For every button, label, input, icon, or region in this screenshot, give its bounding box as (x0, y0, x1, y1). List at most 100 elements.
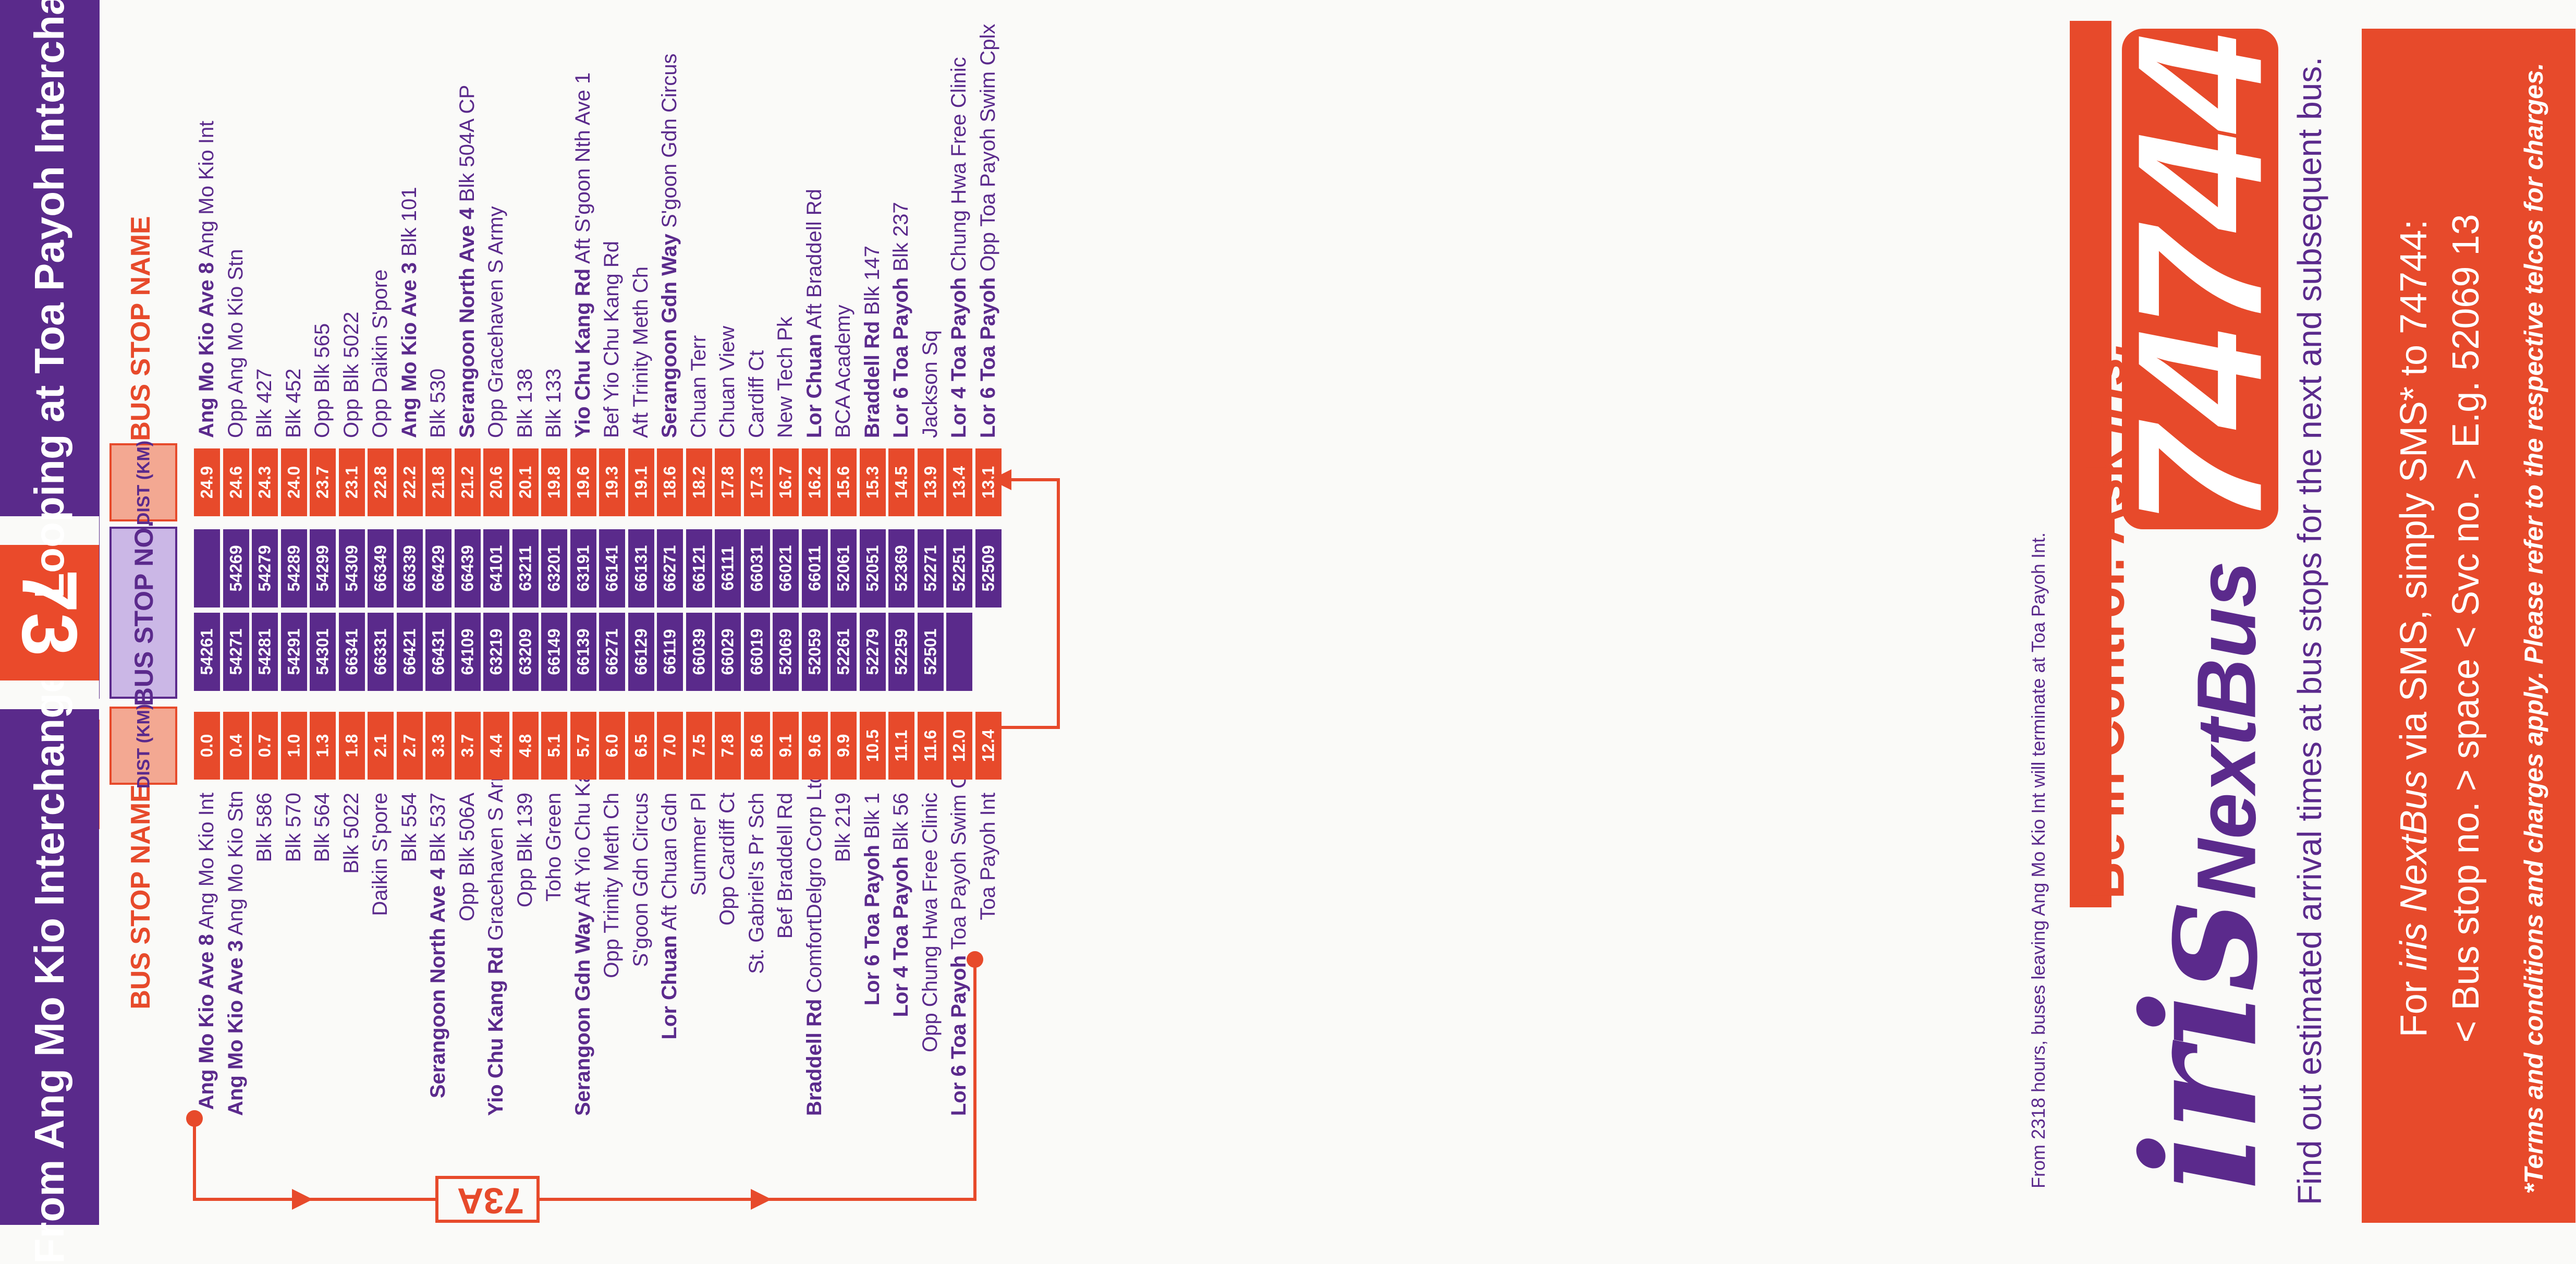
brand-wrap: iris NextBus (2108, 511, 2292, 1220)
left-dist-cell: 12.0 (946, 712, 972, 780)
right-stop-no-cell: 54309 (338, 529, 365, 607)
number-box: 74744 (2101, 29, 2299, 529)
left-dist-cell: 2.1 (368, 712, 394, 780)
left-stop-no-cell: 54271 (223, 613, 249, 691)
left-route-line (193, 959, 976, 1201)
left-dist-cell: 1.8 (338, 712, 365, 780)
loop-connector-arrow (991, 469, 1011, 490)
brand-iris: iris (2108, 902, 2292, 1192)
sms-line1-a: For (2393, 970, 2435, 1038)
right-stop-no-cell: 52271 (917, 529, 944, 607)
left-dist-cell: 4.8 (512, 712, 539, 780)
right-stop-no-cell: 66429 (425, 529, 451, 607)
left-stop-no-cell: 54301 (310, 613, 336, 691)
right-stop-no-cell: 54299 (310, 529, 336, 607)
right-stop-no-cell: 66011 (801, 529, 828, 607)
left-dist-cell: 3.7 (454, 712, 481, 780)
right-stop-no-cell: 52051 (859, 529, 886, 607)
left-stop-no-cell: 66119 (657, 613, 683, 691)
desc-wrap: Find out estimated arrival times at bus … (2289, 47, 2330, 1215)
left-dist-cell: 1.0 (280, 712, 307, 780)
right-stop-no-cell: 66121 (686, 529, 712, 607)
right-stop-no-cell-empty (194, 529, 220, 607)
left-dist-cell: 9.1 (773, 712, 799, 780)
left-route-arrow-2 (751, 1189, 772, 1210)
right-stop-no-cell: 63201 (541, 529, 567, 607)
right-stop-no-cell: 66021 (773, 529, 799, 607)
right-dist-cell: 18.2 (686, 448, 712, 516)
left-stop-no-cell: 52279 (859, 613, 886, 691)
brand-nextbus: NextBus (2179, 561, 2273, 900)
left-stop-no-cell-empty (946, 613, 972, 691)
left-stop-no-cell: 66341 (338, 613, 365, 691)
right-stop-no-cell: 66349 (368, 529, 394, 607)
right-stop-no-cell: 66439 (454, 529, 481, 607)
desc: Find out estimated arrival times at bus … (2291, 56, 2328, 1206)
right-dist-cell: 19.1 (628, 448, 654, 516)
right-dist-cell: 23.1 (338, 448, 365, 516)
layout-root: From Ang Mo Kio Interchange 73 Looping a… (0, 0, 2575, 1225)
left-route-start-dot (186, 1110, 203, 1127)
left-stop-no-cell: 52259 (888, 613, 914, 691)
number-text: 74744 (2101, 32, 2299, 526)
terminate-note-wrap: From 2318 hours, buses leaving Ang Mo Ki… (2023, 501, 2054, 1220)
left-stop-no-cell: 52261 (831, 613, 857, 691)
right-dist-cell: 17.3 (743, 448, 770, 516)
left-dist-cell: 6.5 (628, 712, 654, 780)
left-stop-no-cell: 66039 (686, 613, 712, 691)
left-stop-no-cell: 54281 (252, 613, 278, 691)
service-badge: 73 (0, 545, 99, 680)
right-stop-no-cell: 66141 (599, 529, 625, 607)
right-dist-cell: 15.6 (831, 448, 857, 516)
left-dist-cell: 12.4 (975, 712, 1002, 780)
left-col-dist-head: DIST (KM) (109, 704, 177, 788)
right-stop-no-cell: 66131 (628, 529, 654, 607)
left-stop-no-cell: 66139 (570, 613, 596, 691)
right-dist-cell: 19.6 (570, 448, 596, 516)
right-stop-no-cell: 66031 (743, 529, 770, 607)
left-stop-no-cell: 52501 (917, 613, 944, 691)
right-stop-no-cell: 54269 (223, 529, 249, 607)
left-stop-no-cell: 66019 (743, 613, 770, 691)
right-dist-cell: 23.7 (310, 448, 336, 516)
left-dist-cell: 7.8 (715, 712, 741, 780)
left-dist-cell: 0.7 (252, 712, 278, 780)
left-dist-cell: 3.3 (425, 712, 451, 780)
right-dist-cell: 21.2 (454, 448, 481, 516)
right-stop-no-cell: 52509 (975, 529, 1002, 607)
right-stop-no-cell: 64101 (483, 529, 509, 607)
left-stop-no-cell: 66029 (715, 613, 741, 691)
left-stop-no-cell: 63209 (512, 613, 539, 691)
left-stop-no-cell: 63219 (483, 613, 509, 691)
left-dist-cell: 0.0 (194, 712, 220, 780)
sms-line1-c: via SMS, simply SMS* to 74744: (2393, 219, 2435, 771)
loop-header: Looping at Toa Payoh Interchange (0, 0, 99, 599)
left-stop-no-cell: 64109 (454, 613, 481, 691)
right-dist-cell: 16.7 (773, 448, 799, 516)
sms-line1-b: iris NextBus (2393, 770, 2435, 971)
left-stop-no-cell: 54291 (280, 613, 307, 691)
left-dist-cell: 7.0 (657, 712, 683, 780)
left-dist-cell: 10.5 (859, 712, 886, 780)
left-dist-cell: 4.4 (483, 712, 509, 780)
right-dist-cell: 19.3 (599, 448, 625, 516)
variant-badge: 73A (435, 1176, 540, 1223)
left-route-arrow-1 (292, 1189, 313, 1210)
sms-panel: For iris NextBus via SMS, simply SMS* to… (2362, 29, 2575, 1223)
right-stop-no-cell: 66271 (657, 529, 683, 607)
right-stop-no-cell: 54289 (280, 529, 307, 607)
left-stop-no-cell: 52069 (773, 613, 799, 691)
left-route-end-dot (967, 951, 983, 968)
right-stop-no-cell: 66339 (396, 529, 423, 607)
right-stop-no-cell: 63191 (570, 529, 596, 607)
right-dist-cell: 22.8 (368, 448, 394, 516)
right-dist-cell: 17.8 (715, 448, 741, 516)
stop-no-head: BUS STOP NO. (109, 520, 177, 706)
sms-line1: For iris NextBus via SMS, simply SMS* to… (2392, 220, 2435, 1038)
right-dist-cell: 22.2 (396, 448, 423, 516)
right-dist-cell: 24.9 (194, 448, 220, 516)
right-dist-cell: 19.8 (541, 448, 567, 516)
left-dist-cell: 2.7 (396, 712, 423, 780)
right-dist-cell: 18.6 (657, 448, 683, 516)
right-stop-no-cell: 52061 (831, 529, 857, 607)
